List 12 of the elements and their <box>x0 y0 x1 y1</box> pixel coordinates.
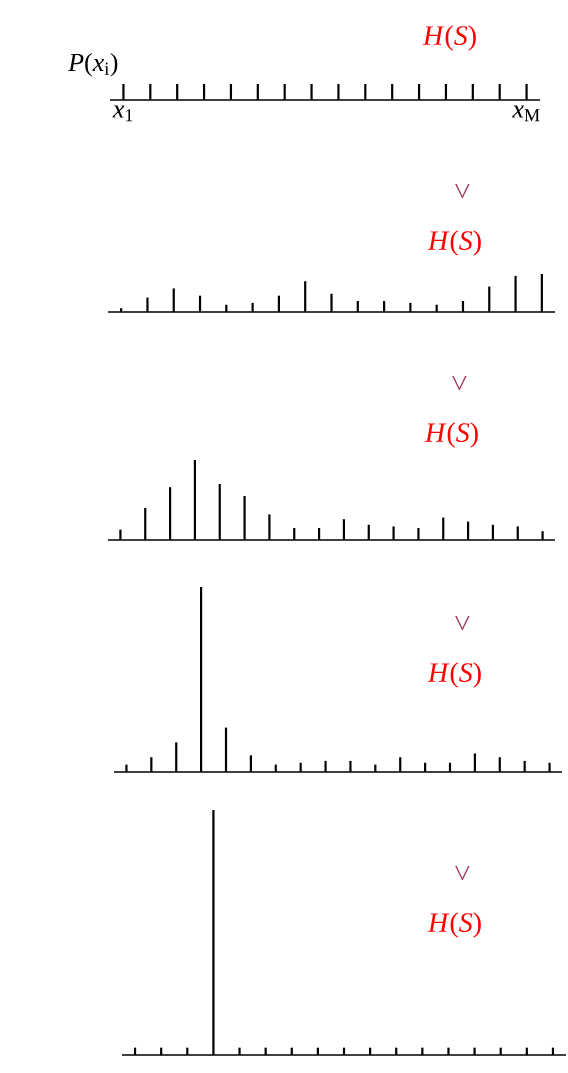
annotation: H(S) <box>427 912 481 938</box>
text: H(S) <box>424 422 478 448</box>
annotation: H(S) <box>427 662 481 688</box>
x-tick-label: x$_{1}$ <box>112 105 133 122</box>
annotation: > <box>455 616 470 631</box>
annotation: > <box>455 866 470 881</box>
text: H(S) <box>422 25 476 51</box>
x-tick-label: x$_{M}$ <box>512 105 540 122</box>
text: > <box>455 184 470 199</box>
text: H(S) <box>427 230 481 256</box>
y-axis-title: P(x$_{i}$) <box>68 52 118 77</box>
text: > <box>452 376 467 391</box>
